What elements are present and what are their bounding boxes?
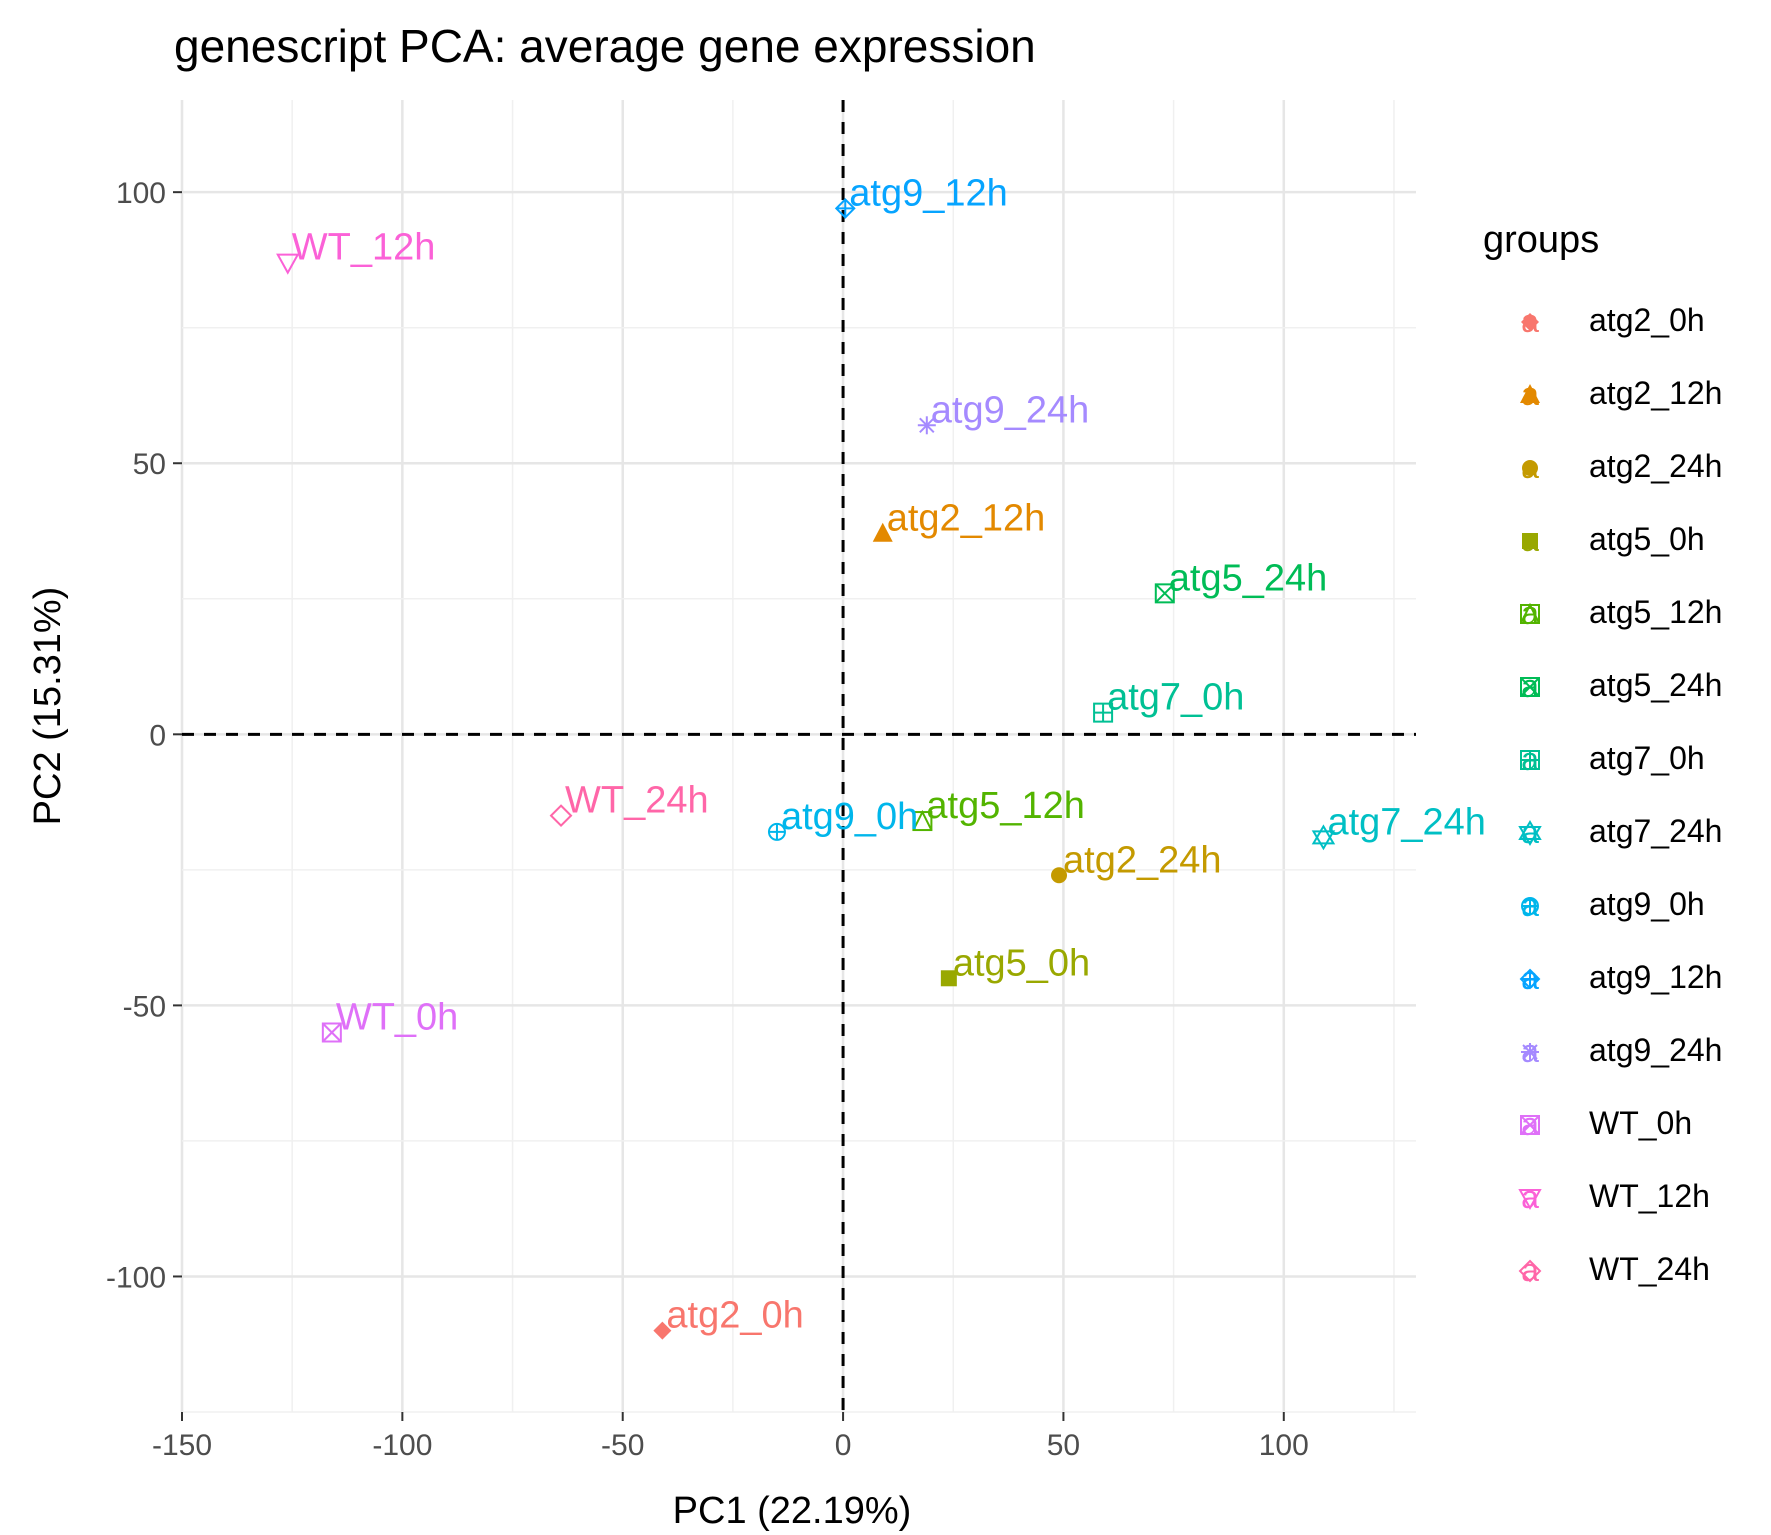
legend-label-atg7_0h: atg7_0h [1589,740,1705,776]
legend-marker-atg9_24h [1521,1043,1539,1061]
x-tick-label: 0 [835,1429,852,1462]
legend-key-atg7_24h: a [1521,814,1539,850]
grid [180,100,1416,1413]
point-WT_0h [321,1022,342,1043]
point-atg5_24h [1154,583,1175,604]
point-label-atg5_12h: atg5_12h [926,785,1085,827]
y-tick-label: 0 [149,719,166,752]
legend-label-atg9_12h: atg9_12h [1589,959,1722,995]
y-axis-title: PC2 (15.31%) [27,587,69,826]
legend-key-atg5_12h: a [1521,595,1539,631]
data-points: atg2_0hatg2_12hatg2_24hatg5_0hatg5_12hat… [276,172,1486,1340]
point-label-atg5_24h: atg5_24h [1169,557,1328,599]
legend-label-atg2_24h: atg2_24h [1589,448,1722,484]
legend-label-WT_24h: WT_24h [1589,1251,1710,1287]
point-atg9_0h [767,822,786,841]
legend-label-atg5_24h: atg5_24h [1589,667,1722,703]
legend-label-WT_0h: WT_0h [1589,1105,1692,1141]
point-atg5_0h [940,970,957,987]
legend-marker-WT_12h [1518,1189,1542,1211]
x-tick-label: -150 [152,1429,212,1462]
legend-marker-atg2_24h [1522,460,1538,476]
legend-title: groups [1483,219,1599,261]
x-tick-label: -100 [372,1429,432,1462]
x-axis-title: PC1 (22.19%) [673,1490,912,1532]
legend-marker-atg7_24h [1518,820,1542,846]
legend-marker-atg5_24h [1520,677,1540,697]
point-atg7_0h [1093,702,1114,723]
point-atg2_12h [872,522,893,542]
point-label-WT_12h: WT_12h [292,227,436,269]
legend-marker-atg9_12h [1519,968,1541,990]
point-label-atg9_24h: atg9_24h [931,389,1090,431]
point-label-WT_0h: WT_0h [336,996,458,1038]
x-tick-label: -50 [601,1429,644,1462]
y-axis: -100 -50 0 50 100 [106,177,182,1294]
legend-label-atg9_0h: atg9_0h [1589,886,1705,922]
point-label-atg2_24h: atg2_24h [1063,839,1222,881]
legend-marker-WT_24h [1518,1259,1542,1283]
point-label-atg9_0h: atg9_0h [781,796,918,838]
y-tick-label: 100 [116,177,166,210]
y-tick-label: -50 [123,990,166,1023]
legend-label-atg9_24h: atg9_24h [1589,1032,1722,1068]
legend-marker-WT_0h [1520,1115,1540,1135]
point-atg2_0h [653,1321,672,1340]
legend-label-WT_12h: WT_12h [1589,1178,1710,1214]
legend-marker-atg5_12h [1520,602,1540,624]
x-axis: -150 -100 -50 0 50 100 [152,1412,1309,1462]
legend-key-WT_24h: a [1521,1252,1539,1288]
point-label-atg2_12h: atg2_12h [887,498,1046,540]
point-label-atg9_12h: atg9_12h [849,172,1008,214]
point-label-atg5_0h: atg5_0h [953,942,1090,984]
point-label-WT_24h: WT_24h [565,780,709,822]
point-atg9_24h [917,416,936,435]
point-label-atg7_24h: atg7_24h [1327,801,1486,843]
legend-label-atg2_12h: atg2_12h [1589,375,1722,411]
y-tick-label: 50 [133,448,166,481]
legend-marker-atg2_12h [1520,384,1540,403]
point-label-atg2_0h: atg2_0h [666,1295,803,1337]
point-atg9_12h [834,198,856,219]
y-tick-label: -100 [106,1261,166,1294]
legend-key-WT_12h: a [1521,1179,1539,1215]
point-atg5_12h [912,809,933,832]
legend-label-atg5_12h: atg5_12h [1589,594,1722,630]
legend-label-atg7_24h: atg7_24h [1589,813,1722,849]
legend-label-atg2_0h: atg2_0h [1589,302,1705,338]
x-tick-label: 100 [1259,1429,1309,1462]
chart-title: genescript PCA: average gene expression [174,20,1036,72]
x-tick-label: 50 [1047,1429,1080,1462]
legend-marker-atg9_0h [1521,897,1539,915]
legend-marker-atg7_0h [1520,750,1540,770]
point-atg2_24h [1051,867,1068,884]
legend-label-atg5_0h: atg5_0h [1589,521,1705,557]
reference-lines [182,100,1416,1412]
point-WT_12h [276,253,300,275]
point-label-atg7_0h: atg7_0h [1107,677,1244,719]
point-atg7_24h [1311,824,1336,851]
legend-marker-atg5_0h [1522,533,1538,549]
point-WT_24h [549,804,573,828]
legend-marker-atg2_0h [1521,313,1539,331]
